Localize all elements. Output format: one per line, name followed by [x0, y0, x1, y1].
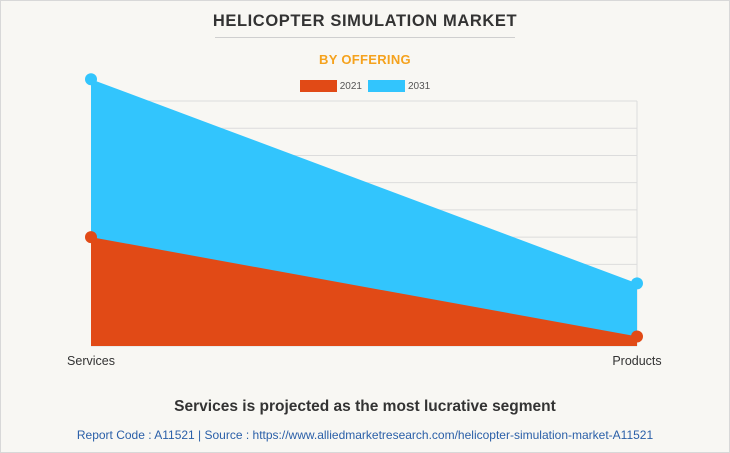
- chart-subtitle: BY OFFERING: [319, 52, 411, 67]
- legend-item-2031[interactable]: 2031: [368, 80, 430, 92]
- legend-label-2031: 2031: [408, 80, 431, 92]
- legend-swatch-2031: [368, 80, 405, 92]
- legend-item-2021[interactable]: 2021: [299, 80, 362, 92]
- legend: 2021 2031: [0, 80, 730, 92]
- legend-label-2021: 2021: [339, 80, 362, 92]
- legend-swatch-2021: [299, 80, 337, 92]
- point-2021-products: [631, 330, 643, 343]
- x-tick-label-products: Products: [612, 354, 661, 368]
- point-2031-services: [85, 73, 97, 86]
- point-2021-services: [85, 231, 97, 244]
- chart-headline: Services is projected as the most lucrat…: [174, 398, 556, 415]
- title-divider: [215, 37, 515, 38]
- point-2031-products: [631, 277, 643, 290]
- source-citation[interactable]: Report Code : A11521 | Source : https://…: [76, 428, 654, 442]
- x-tick-label-services: Services: [67, 354, 115, 368]
- chart-title: HELICOPTER SIMULATION MARKET: [212, 12, 518, 30]
- area-series-2021: [91, 237, 637, 346]
